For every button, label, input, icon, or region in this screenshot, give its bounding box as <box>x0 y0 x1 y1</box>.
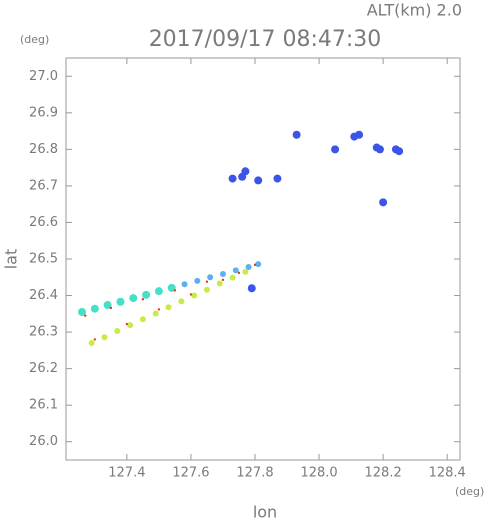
y-axis-label: lat <box>2 249 21 270</box>
echo-point <box>152 310 159 317</box>
echo-point <box>173 289 177 292</box>
echo-point <box>109 306 113 310</box>
plot-frame <box>65 57 461 461</box>
echo-point <box>216 280 223 287</box>
echo-point <box>207 274 214 281</box>
echo-point <box>238 172 247 181</box>
echo-point <box>379 198 388 207</box>
echo-point <box>228 174 237 183</box>
x-tick-label: 127.6 <box>172 466 209 481</box>
echo-point <box>178 298 185 305</box>
echo-point <box>191 292 198 299</box>
echo-point <box>237 271 241 275</box>
y-tick-label: 26.6 <box>29 215 58 230</box>
chart-subtitle: ALT(km) 2.0 <box>367 1 462 20</box>
echo-point <box>205 280 209 283</box>
echo-point <box>395 147 404 156</box>
y-tick-label: 26.9 <box>29 105 58 120</box>
echo-point <box>273 174 282 183</box>
echo-point <box>229 274 236 281</box>
y-tick-label: 26.7 <box>29 178 58 193</box>
echo-point <box>247 284 256 293</box>
echo-point <box>181 281 188 288</box>
echo-point <box>78 307 87 316</box>
echo-point <box>292 130 301 139</box>
chart-title: 2017/09/17 08:47:30 <box>149 27 382 52</box>
echo-point <box>331 145 340 154</box>
echo-point <box>103 301 112 310</box>
x-tick-label: 127.4 <box>108 466 145 481</box>
y-tick-label: 26.4 <box>29 288 58 303</box>
x-unit: (deg) <box>455 485 484 498</box>
y-tick-label: 26.1 <box>29 398 58 413</box>
echo-point <box>141 298 145 301</box>
echo-point <box>375 145 384 154</box>
echo-point <box>101 334 108 341</box>
echo-point <box>157 308 161 311</box>
echo-point <box>245 264 252 271</box>
echo-point <box>167 283 176 292</box>
echo-point <box>129 294 138 303</box>
x-tick-label: 128.0 <box>300 466 337 481</box>
y-tick-label: 26.2 <box>29 361 58 376</box>
echo-point <box>142 290 151 299</box>
x-tick-label: 128.4 <box>429 466 466 481</box>
echo-point <box>219 270 226 277</box>
x-tick-label: 128.2 <box>365 466 402 481</box>
echo-point <box>253 263 257 267</box>
echo-point <box>242 268 249 275</box>
echo-point <box>355 130 364 139</box>
echo-point <box>114 327 121 334</box>
echo-point <box>254 176 263 185</box>
echo-point <box>232 267 239 274</box>
y-tick-label: 27.0 <box>29 69 58 84</box>
echo-point <box>194 277 201 284</box>
echo-point <box>84 314 87 317</box>
echo-point <box>255 261 262 268</box>
echo-point <box>116 297 125 306</box>
x-axis-label: lon <box>253 503 277 521</box>
echo-point <box>93 338 97 341</box>
echo-point <box>203 286 210 293</box>
y-tick-label: 26.0 <box>29 434 58 449</box>
echo-point <box>139 316 146 323</box>
y-unit: (deg) <box>20 33 49 46</box>
echo-point <box>90 304 99 313</box>
echo-point <box>88 340 95 347</box>
y-tick-label: 26.5 <box>29 252 58 267</box>
y-tick-label: 26.3 <box>29 325 58 340</box>
y-tick-label: 26.8 <box>29 142 58 157</box>
echo-point <box>154 287 163 296</box>
x-tick-label: 127.8 <box>236 466 273 481</box>
echo-point <box>189 293 193 296</box>
echo-point <box>221 278 225 282</box>
echo-point <box>127 322 134 329</box>
echo-point <box>125 322 129 326</box>
echo-point <box>165 304 172 311</box>
